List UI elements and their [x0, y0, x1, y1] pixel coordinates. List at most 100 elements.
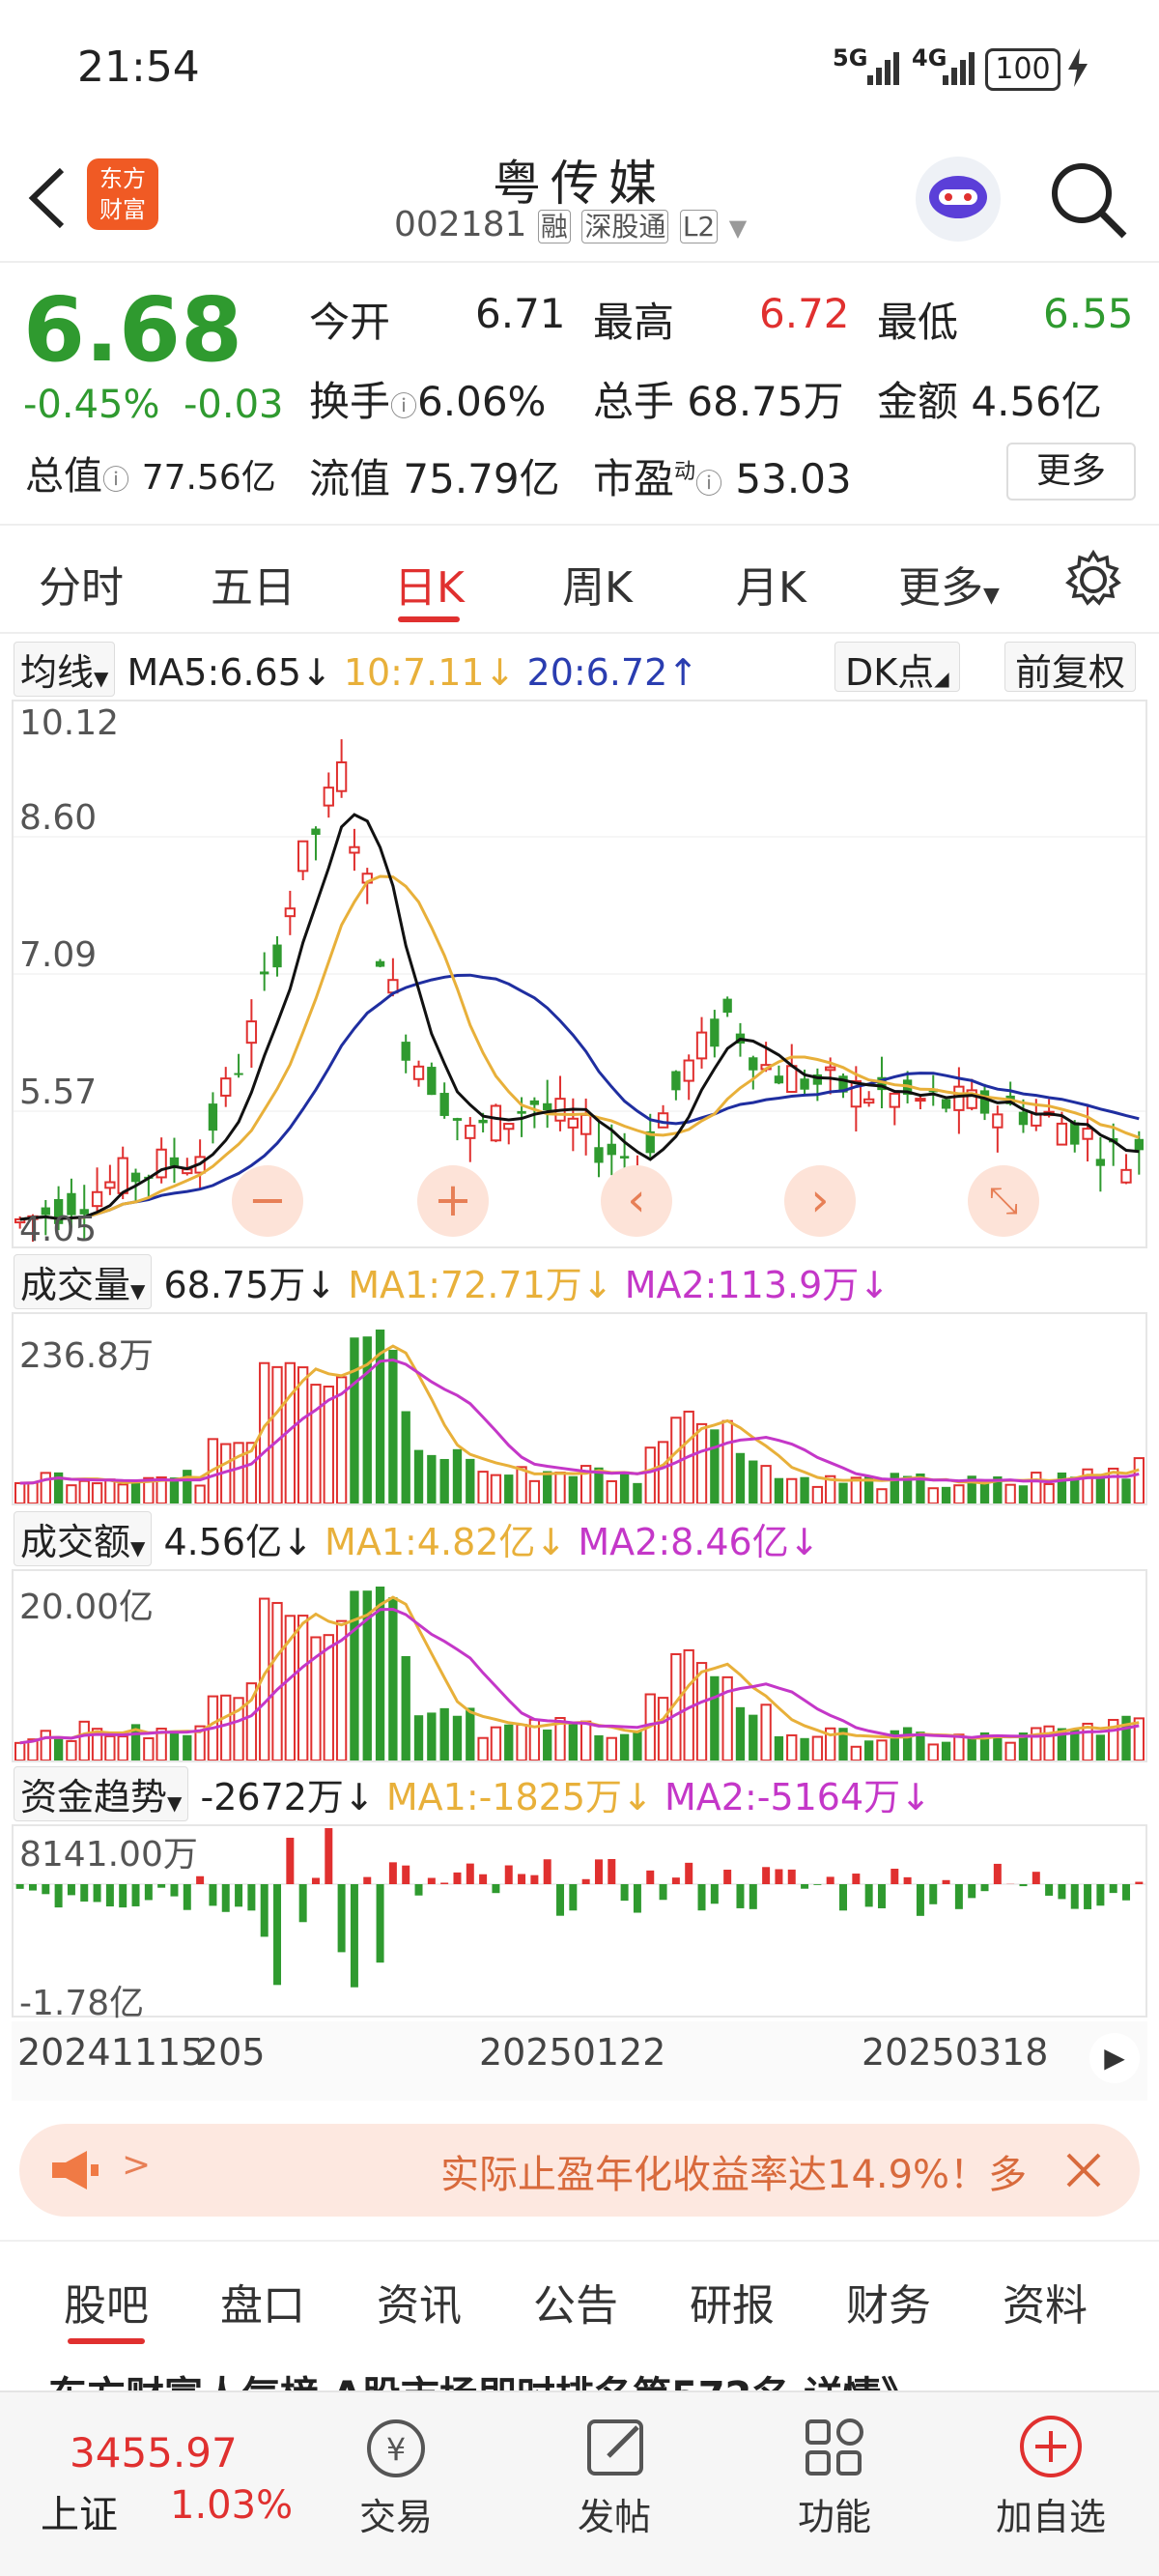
- y-axis-label-2: 8.60: [19, 798, 97, 838]
- amount-select[interactable]: 成交额▼: [14, 1511, 152, 1566]
- dropdown-icon[interactable]: ▼: [729, 215, 747, 242]
- app-logo-line2: 财富: [87, 194, 158, 225]
- nav-trade-label[interactable]: 交易: [319, 2487, 473, 2540]
- tab-news[interactable]: 资讯: [377, 2271, 462, 2333]
- capital-chart[interactable]: 8141.00万 -1.78亿: [12, 1824, 1147, 2018]
- volume-ma1: MA1:72.71万↓: [348, 1264, 612, 1306]
- amount-ma2: MA2:8.46亿↓: [578, 1521, 819, 1563]
- robot-assistant-icon[interactable]: [912, 153, 1004, 245]
- date-label-3: 20250122: [479, 2031, 665, 2074]
- tab-profile[interactable]: 资料: [1003, 2271, 1088, 2333]
- market-cap: 总值ⓘ 77.56亿: [25, 444, 276, 501]
- settings-gear-icon[interactable]: [1062, 549, 1124, 611]
- more-button[interactable]: 更多: [1006, 443, 1136, 501]
- volume-y-top: 236.8万: [19, 1328, 154, 1378]
- pe-ratio: 市盈动ⓘ 53.03: [593, 446, 852, 505]
- info-icon[interactable]: ⓘ: [695, 468, 722, 500]
- charging-icon: [1066, 48, 1089, 87]
- capital-y-bottom: -1.78亿: [19, 1975, 144, 2025]
- nav-add-watchlist-label[interactable]: 加自选: [974, 2487, 1128, 2540]
- indicator-select[interactable]: 均线▼: [14, 642, 115, 697]
- index-value: 3455.97: [70, 2429, 238, 2476]
- tab-intraday[interactable]: 分时: [39, 553, 124, 615]
- volume-select[interactable]: 成交量▼: [14, 1254, 152, 1309]
- trade-amount: 金额 4.56亿: [877, 369, 1102, 428]
- stock-code-row: 002181 融 深股通 L2 ▼: [394, 205, 747, 244]
- adjust-button[interactable]: 前复权: [1004, 642, 1136, 692]
- signal-5g-label: 5G: [833, 44, 867, 72]
- tab-daily-k[interactable]: 日K: [394, 553, 465, 615]
- tab-forum[interactable]: 股吧: [64, 2271, 149, 2333]
- index-change: 1.03%: [170, 2483, 293, 2528]
- banner-text: 实际止盈年化收益率达14.9%！多: [440, 2143, 1049, 2199]
- capital-ma2: MA2:-5164万↓: [664, 1776, 931, 1818]
- amount-value: 4.56亿↓: [164, 1521, 313, 1563]
- status-bar: 21:54 5G 4G 100: [0, 0, 1159, 145]
- tab-more[interactable]: 更多▼: [898, 553, 1000, 615]
- scroll-end-button[interactable]: ▶: [1089, 2033, 1140, 2083]
- capital-select[interactable]: 资金趋势▼: [14, 1766, 188, 1821]
- date-label-1: 20241115: [17, 2031, 204, 2074]
- stock-code: 002181: [394, 205, 526, 244]
- scroll-left-button[interactable]: ‹: [601, 1165, 672, 1237]
- banner-arrow: >: [122, 2145, 151, 2185]
- tab-five-day[interactable]: 五日: [211, 553, 296, 615]
- dk-point-button[interactable]: DK点◢: [834, 642, 960, 692]
- date-label-2: 205: [195, 2031, 266, 2074]
- info-icon[interactable]: ⓘ: [102, 464, 129, 496]
- svg-text:¥: ¥: [386, 2431, 406, 2468]
- active-tab-indicator: [398, 616, 460, 622]
- battery-icon: 100: [985, 48, 1060, 91]
- amount-indicator-row: 成交额▼ 4.56亿↓ MA1:4.82亿↓ MA2:8.46亿↓: [14, 1511, 820, 1565]
- fullscreen-button[interactable]: ⤡: [968, 1165, 1039, 1237]
- close-icon[interactable]: [1062, 2149, 1105, 2191]
- back-icon[interactable]: [23, 164, 71, 232]
- tab-orderbook[interactable]: 盘口: [220, 2271, 305, 2333]
- promo-banner[interactable]: > 实际止盈年化收益率达14.9%！多: [19, 2124, 1140, 2217]
- kline-chart[interactable]: 10.12 8.60 7.09 5.57 4.05 − + ‹ › ⤡: [12, 700, 1147, 1248]
- info-tabs: 股吧 盘口 资讯 公告 研报 财务 资料: [0, 2240, 1159, 2348]
- volume-chart[interactable]: 236.8万: [12, 1312, 1147, 1505]
- capital-indicator-row: 资金趋势▼ -2672万↓ MA1:-1825万↓ MA2:-5164万↓: [14, 1766, 931, 1820]
- tab-monthly-k[interactable]: 月K: [736, 553, 806, 615]
- amount-svg: [14, 1571, 1145, 1760]
- tag-level2: L2: [680, 210, 718, 243]
- zoom-in-button[interactable]: +: [417, 1165, 489, 1237]
- capital-value: -2672万↓: [201, 1776, 375, 1818]
- float-cap: 流值 75.79亿: [309, 446, 560, 505]
- date-axis: 20241115 205 20250122 20250318 ▶: [12, 2021, 1147, 2101]
- total-volume: 总手 68.75万: [593, 369, 844, 428]
- search-icon[interactable]: [1047, 158, 1130, 242]
- info-icon[interactable]: ⓘ: [390, 390, 417, 422]
- y-axis-label-3: 7.09: [19, 935, 97, 975]
- amount-y-top: 20.00亿: [19, 1579, 154, 1629]
- tab-financials[interactable]: 财务: [846, 2271, 931, 2333]
- amount-ma1: MA1:4.82亿↓: [325, 1521, 566, 1563]
- ma20-value: 20:6.72↑: [527, 651, 699, 694]
- tab-weekly-k[interactable]: 周K: [562, 553, 633, 615]
- zoom-out-button[interactable]: −: [232, 1165, 303, 1237]
- amount-chart[interactable]: 20.00亿: [12, 1569, 1147, 1762]
- period-tabs: 分时 五日 日K 周K 月K 更多▼: [0, 526, 1159, 634]
- app-logo-line1: 东方: [87, 163, 158, 194]
- change-percent: -0.45%: [23, 383, 160, 427]
- app-logo[interactable]: 东方 财富: [87, 158, 158, 230]
- ma-indicator-row: 均线▼ MA5:6.65↓ 10:7.11↓ 20:6.72↑: [14, 642, 698, 696]
- nav-post-label[interactable]: 发帖: [537, 2487, 692, 2540]
- y-axis-label-4: 5.57: [19, 1073, 97, 1112]
- ma5-value: MA5:6.65↓: [127, 651, 332, 694]
- tab-announcements[interactable]: 公告: [533, 2271, 618, 2333]
- low-price: 6.55: [1043, 290, 1134, 337]
- nav-functions-label[interactable]: 功能: [757, 2487, 912, 2540]
- functions-grid-icon[interactable]: [798, 2412, 871, 2485]
- tab-research[interactable]: 研报: [690, 2271, 775, 2333]
- signal-icon: [865, 48, 904, 87]
- trade-icon[interactable]: ¥: [359, 2412, 433, 2485]
- y-axis-label-bottom: 4.05: [19, 1210, 97, 1249]
- capital-y-top: 8141.00万: [19, 1826, 198, 1876]
- post-edit-icon[interactable]: [580, 2412, 653, 2485]
- stock-header: 东方 财富 粤传媒 002181 融 深股通 L2 ▼: [0, 145, 1159, 263]
- scroll-right-button[interactable]: ›: [784, 1165, 856, 1237]
- ma10-value: 10:7.11↓: [344, 651, 516, 694]
- add-watchlist-icon[interactable]: [1014, 2410, 1088, 2483]
